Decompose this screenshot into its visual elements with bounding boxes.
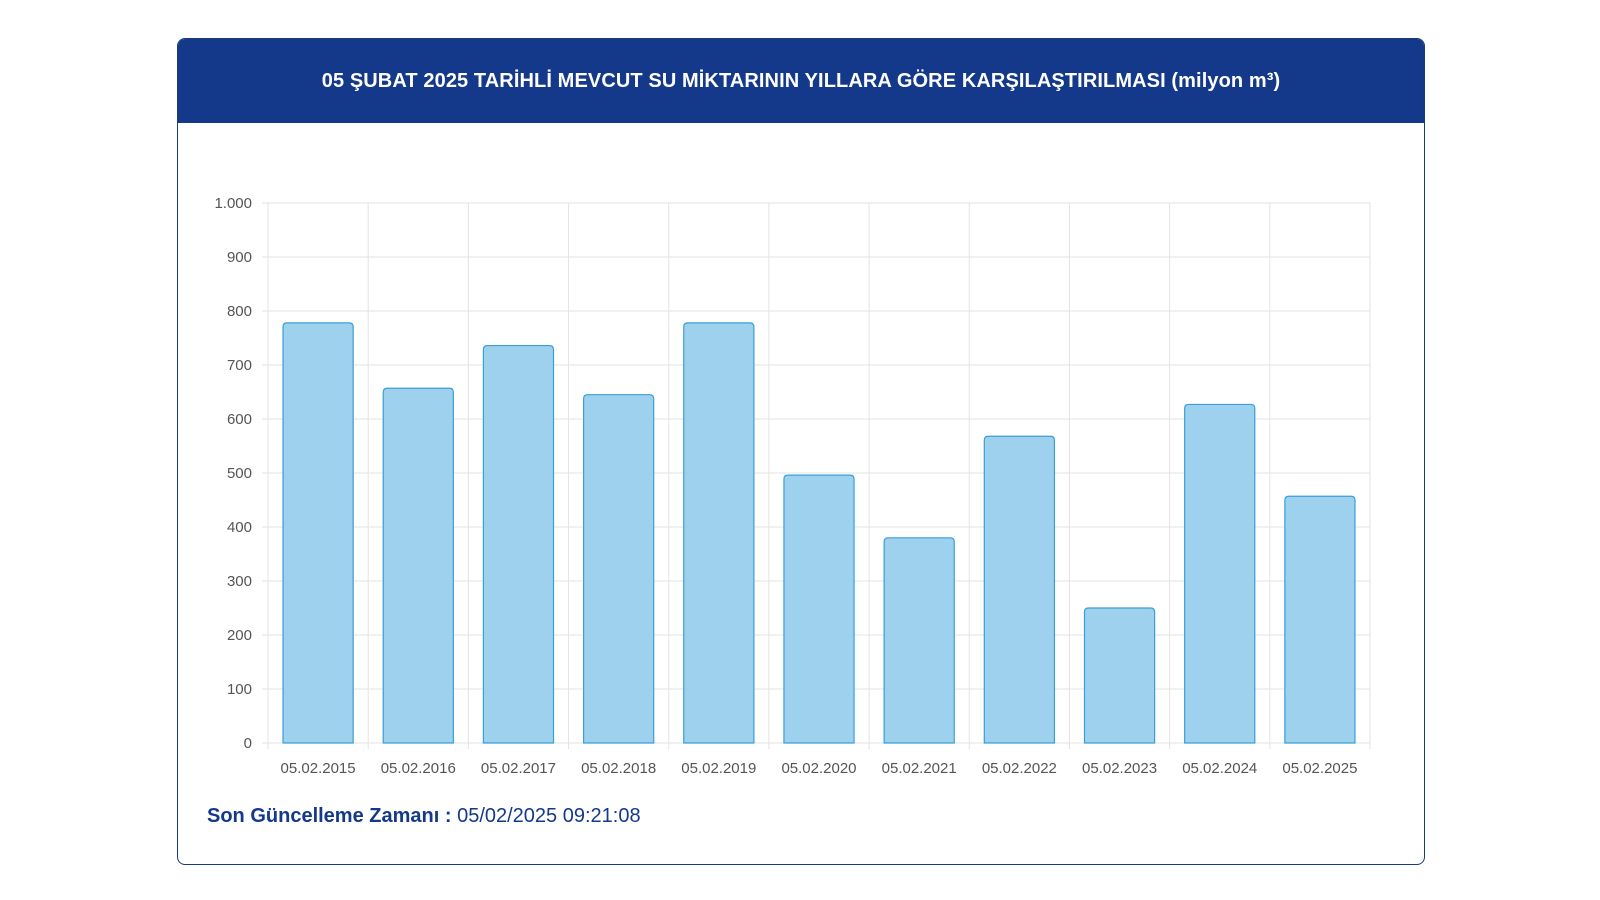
chart-card: 05 ŞUBAT 2025 TARİHLİ MEVCUT SU MİKTARIN… xyxy=(177,38,1425,865)
bar xyxy=(683,322,755,744)
y-tick-label: 100 xyxy=(227,681,252,698)
bar-chart: 0 100 200 300 400 500 600 700 800 900 1.000 05.02.2… xyxy=(214,195,1371,777)
bar xyxy=(482,344,555,744)
y-tick-label: 300 xyxy=(227,573,252,590)
chart-title: 05 ŞUBAT 2025 TARİHLİ MEVCUT SU MİKTARIN… xyxy=(321,69,1281,92)
y-tick-label: 600 xyxy=(227,411,252,428)
x-tick-label: 05.02.2020 xyxy=(781,760,856,777)
bar xyxy=(1184,403,1256,744)
x-tick-label: 05.02.2021 xyxy=(882,760,957,777)
bar xyxy=(883,537,955,744)
x-tick-label: 05.02.2023 xyxy=(1082,760,1157,777)
x-tick-label: 05.02.2016 xyxy=(381,760,456,777)
last-update: Son Güncelleme Zamanı : 05/02/2025 09:21… xyxy=(207,805,641,828)
y-tick-label: 500 xyxy=(227,465,252,482)
last-update-value: 05/02/2025 09:21:08 xyxy=(457,805,641,827)
chart-header: 05 ŞUBAT 2025 TARİHLİ MEVCUT SU MİKTARIN… xyxy=(178,39,1424,123)
x-tick-label: 05.02.2017 xyxy=(481,760,556,777)
x-tick-label: 05.02.2015 xyxy=(281,760,356,777)
bar xyxy=(983,435,1056,744)
y-tick-label: 0 xyxy=(244,735,252,752)
y-tick-label: 900 xyxy=(227,249,252,266)
chart-area: 0 100 200 300 400 500 600 700 800 900 1.000 05.02.2… xyxy=(178,123,1424,783)
x-tick-label: 05.02.2025 xyxy=(1282,760,1357,777)
x-tick-label: 05.02.2024 xyxy=(1182,760,1257,777)
y-tick-label: 1.000 xyxy=(214,195,252,212)
y-tick-label: 400 xyxy=(227,519,252,536)
x-tick-label: 05.02.2018 xyxy=(581,760,656,777)
bar xyxy=(582,394,655,744)
bar xyxy=(1083,607,1156,744)
bar xyxy=(282,322,354,744)
x-tick-label: 05.02.2022 xyxy=(982,760,1057,777)
bar xyxy=(783,474,855,744)
last-update-label: Son Güncelleme Zamanı : xyxy=(207,805,452,827)
y-tick-label: 700 xyxy=(227,357,252,374)
y-tick-label: 200 xyxy=(227,627,252,644)
x-tick-label: 05.02.2019 xyxy=(681,760,756,777)
y-tick-label: 800 xyxy=(227,303,252,320)
bar xyxy=(382,387,454,744)
bar xyxy=(1284,495,1356,744)
